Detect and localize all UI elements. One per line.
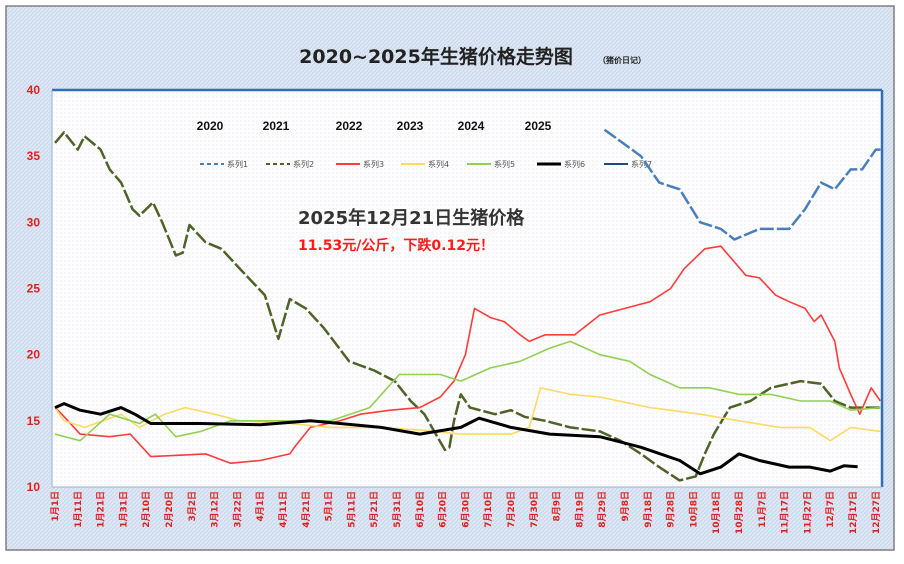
- x-tick-label: 3月22日: [232, 491, 243, 528]
- y-tick-label: 10: [27, 480, 41, 494]
- x-tick-label: 1月1日: [50, 491, 61, 522]
- x-tick-label: 12月27日: [871, 491, 882, 534]
- legend-label: 系列4: [428, 159, 449, 169]
- x-tick-label: 5月1日: [324, 491, 335, 522]
- x-tick-label: 11月17日: [780, 491, 791, 534]
- legend-label: 系列5: [494, 159, 515, 169]
- y-tick-label: 15: [27, 414, 41, 428]
- plot-area: [52, 90, 882, 487]
- series-line-1: [603, 128, 881, 241]
- legend-label: 系列1: [227, 159, 248, 169]
- x-tick-label: 7月20日: [506, 491, 517, 528]
- series-line-6: [54, 402, 858, 476]
- year-label: 2020: [197, 119, 224, 133]
- x-tick-label: 8月29日: [597, 491, 608, 528]
- legend-entry: 系列7: [604, 159, 652, 169]
- y-tick-label: 35: [27, 149, 41, 163]
- y-tick-label: 20: [27, 348, 41, 362]
- year-label: 2024: [458, 119, 485, 133]
- x-tick-label: 4月21日: [301, 491, 312, 528]
- year-label: 2021: [263, 119, 290, 133]
- legend-label: 系列7: [631, 159, 652, 169]
- x-tick-label: 5月31日: [392, 491, 403, 528]
- x-tick-label: 1月21日: [96, 491, 107, 528]
- x-tick-label: 6月10日: [415, 491, 426, 528]
- x-tick-label: 1月31日: [118, 491, 129, 528]
- series-line-5: [54, 340, 881, 442]
- legend-entry: 系列4: [401, 159, 449, 169]
- year-label: 2023: [397, 119, 424, 133]
- x-tick-label: 2月10日: [141, 491, 152, 528]
- x-tick-label: 8月9日: [552, 491, 563, 522]
- x-tick-label: 2月20日: [164, 491, 175, 528]
- annotation-date: 2025年12月21日生猪价格: [298, 207, 525, 229]
- annotation-price: 11.53元/公斤，下跌0.12元！: [298, 237, 494, 254]
- x-tick-label: 9月18日: [643, 491, 654, 528]
- series-line-2: [54, 131, 881, 482]
- x-tick-label: 10月18日: [711, 491, 722, 534]
- chart-title: 2020~2025年生猪价格走势图: [299, 45, 573, 68]
- legend-label: 系列6: [564, 159, 585, 169]
- x-tick-label: 3月12日: [210, 491, 221, 528]
- legend-entry: 系列5: [467, 159, 515, 169]
- y-tick-label: 40: [27, 83, 41, 97]
- x-tick-label: 11月27日: [802, 491, 813, 534]
- x-tick-label: 10月28日: [734, 491, 745, 534]
- legend-label: 系列3: [363, 159, 384, 169]
- legend-entry: 系列2: [266, 159, 314, 169]
- x-tick-label: 11月7日: [757, 491, 768, 528]
- x-tick-label: 5月11日: [346, 491, 357, 528]
- x-tick-label: 7月10日: [483, 491, 494, 528]
- x-tick-label: 12月17日: [848, 491, 859, 534]
- x-tick-label: 8月19日: [574, 491, 585, 528]
- x-tick-label: 6月20日: [438, 491, 449, 528]
- year-label: 2025: [525, 119, 552, 133]
- x-tick-label: 1月11日: [73, 491, 84, 528]
- legend-entry: 系列6: [537, 159, 585, 169]
- x-tick-label: 3月2日: [187, 491, 198, 522]
- x-tick-label: 4月1日: [255, 491, 266, 522]
- legend-entry: 系列3: [336, 159, 384, 169]
- x-tick-label: 6月30日: [460, 491, 471, 528]
- legend-label: 系列2: [293, 159, 314, 169]
- x-tick-label: 5月21日: [369, 491, 380, 528]
- x-tick-label: 7月30日: [529, 491, 540, 528]
- y-tick-label: 30: [27, 215, 41, 229]
- x-tick-label: 9月28日: [666, 491, 677, 528]
- y-tick-label: 25: [27, 282, 41, 296]
- series-line-3: [54, 245, 882, 464]
- x-tick-label: 12月7日: [825, 491, 836, 528]
- x-tick-label: 9月8日: [620, 491, 631, 522]
- chart-subtitle: （猪价日记）: [598, 55, 646, 65]
- x-tick-label: 10月8日: [688, 491, 699, 528]
- x-tick-label: 4月11日: [278, 491, 289, 528]
- year-label: 2022: [336, 119, 363, 133]
- legend-entry: 系列1: [200, 159, 248, 169]
